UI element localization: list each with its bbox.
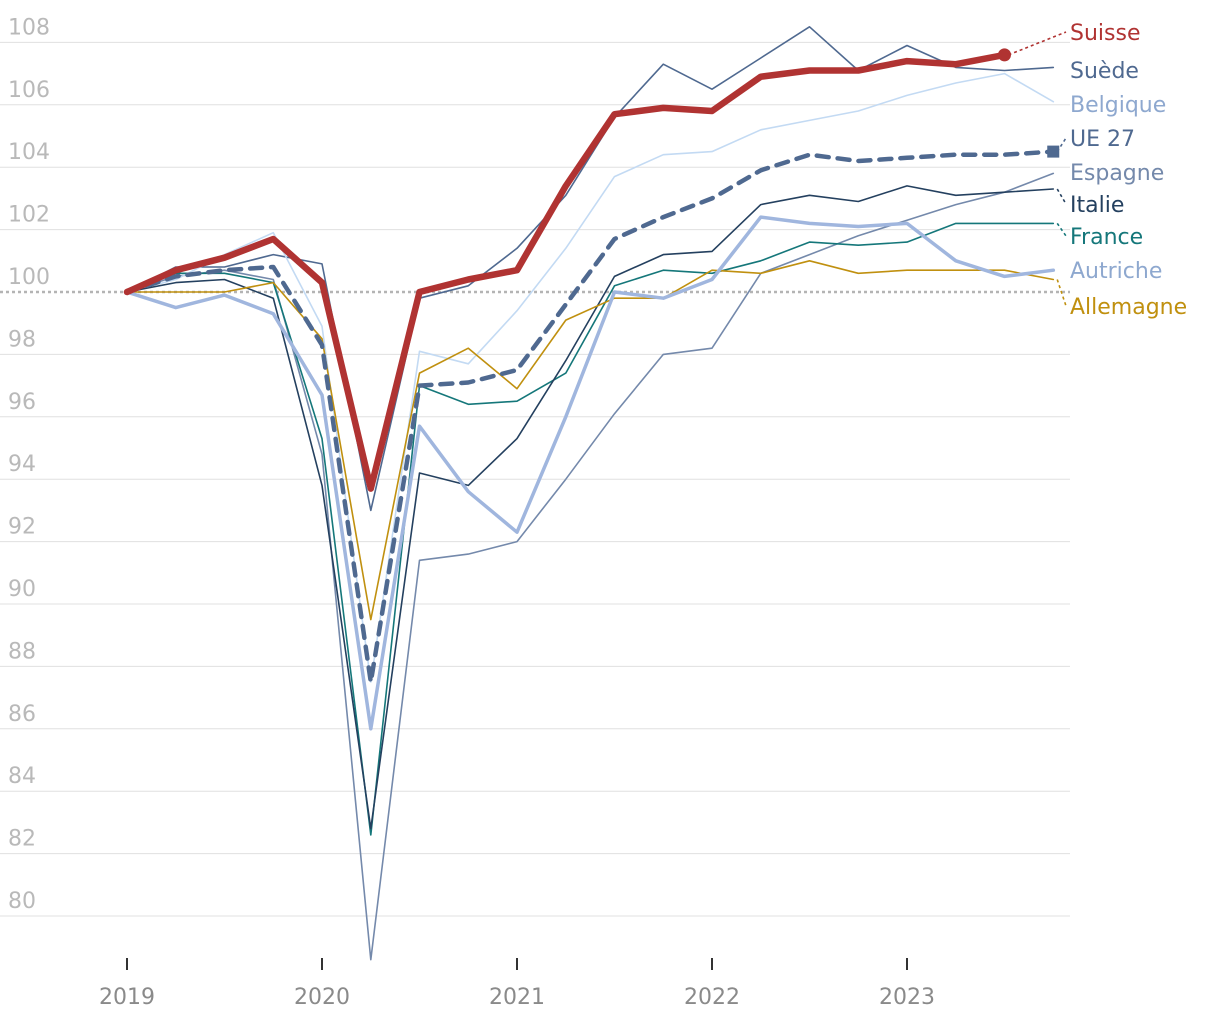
x-tick-label: 2021	[489, 985, 545, 1010]
series-label-autriche: Autriche	[1070, 259, 1162, 284]
series-line-su-de	[126, 26, 1055, 512]
suisse-end-marker	[998, 48, 1011, 62]
leader-allemagne	[1056, 279, 1067, 307]
y-tick-label: 86	[8, 702, 36, 727]
y-tick-label: 88	[8, 639, 36, 664]
ue27-end-marker	[1047, 145, 1060, 158]
series-line-suisse	[123, 51, 1008, 492]
y-tick-label: 102	[8, 203, 50, 228]
series-line-ue-27	[124, 149, 1056, 685]
x-tick-label: 2020	[294, 985, 350, 1010]
series-label-france: France	[1070, 225, 1143, 250]
series-label-ue-27: UE 27	[1070, 127, 1135, 152]
leader-ue-27	[1056, 137, 1067, 153]
series-label-belgique: Belgique	[1070, 93, 1166, 118]
y-tick-label: 84	[8, 764, 36, 789]
y-tick-label: 98	[8, 327, 36, 352]
x-tick-label: 2022	[684, 985, 740, 1010]
series-line-allemagne	[126, 260, 1055, 621]
series-labels: Suisse Suède Belgique UE 27 Espagne Italie Fra…	[1008, 21, 1187, 320]
leader-italie	[1056, 188, 1067, 205]
y-tick-label: 94	[8, 452, 36, 477]
x-tick-label: 2019	[99, 985, 155, 1010]
y-tick-label: 90	[8, 577, 36, 602]
series-label-espagne: Espagne	[1070, 161, 1164, 186]
y-tick-label: 100	[8, 265, 50, 290]
x-axis-ticks: 2019 2020 2021 2022 2023	[99, 958, 935, 1010]
y-tick-label: 108	[8, 15, 50, 40]
series-lines	[123, 26, 1060, 961]
y-tick-label: 82	[8, 827, 36, 852]
y-tick-label: 92	[8, 515, 36, 540]
series-line-belgique	[126, 72, 1055, 683]
y-tick-label: 80	[8, 889, 36, 914]
series-label-su-de: Suède	[1070, 59, 1139, 84]
series-line-france	[126, 222, 1055, 836]
leader-france	[1056, 222, 1067, 237]
y-tick-label: 96	[8, 390, 36, 415]
series-label-italie: Italie	[1070, 193, 1124, 218]
series-label-suisse: Suisse	[1070, 21, 1140, 46]
x-tick-label: 2023	[879, 985, 935, 1010]
y-axis-ticks: 80 82 84 86 88 90 92 94 96 98 100 102 104 106 108	[8, 15, 50, 914]
y-tick-label: 104	[8, 140, 50, 165]
leader-suisse	[1008, 31, 1067, 56]
y-tick-label: 106	[8, 78, 50, 103]
gridlines	[0, 41, 1070, 917]
series-label-allemagne: Allemagne	[1070, 295, 1187, 320]
series-line-autriche	[125, 215, 1056, 731]
series-line-italie	[126, 185, 1055, 830]
